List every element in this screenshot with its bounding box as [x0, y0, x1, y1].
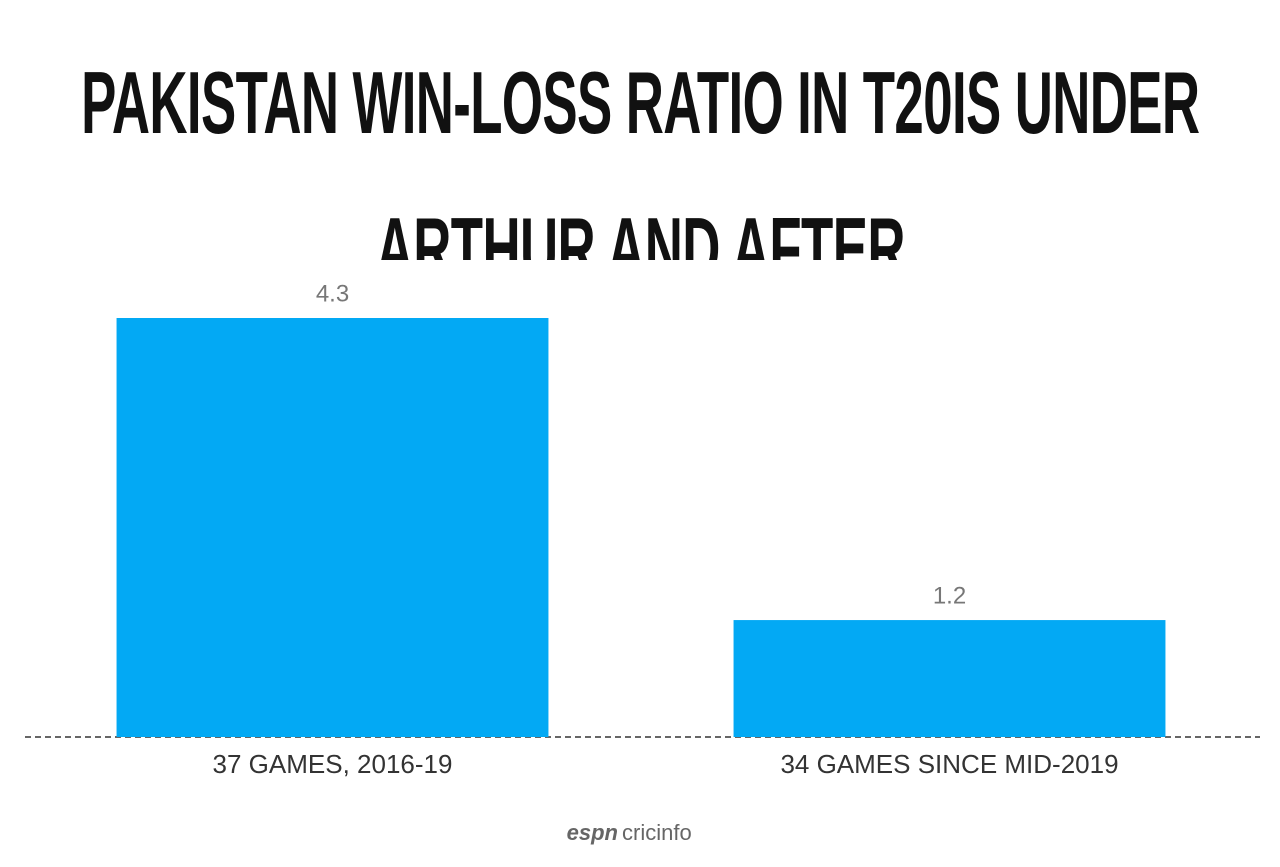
value-label: 1.2 — [933, 582, 966, 609]
logo-espn: espn — [567, 820, 618, 845]
logo-cricinfo: cricinfo — [622, 820, 692, 845]
title-container: PAKISTAN WIN-LOSS RATIO IN T20IS UNDER A… — [0, 30, 1280, 260]
bar — [116, 318, 549, 737]
x-tick-label: 34 GAMES SINCE MID-2019 — [780, 749, 1118, 779]
x-tick-label: 37 GAMES, 2016-19 — [213, 749, 453, 779]
value-label: 4.3 — [316, 280, 349, 307]
chart-title: PAKISTAN WIN-LOSS RATIO IN T20IS UNDER A… — [81, 53, 1200, 260]
bar — [733, 620, 1166, 737]
